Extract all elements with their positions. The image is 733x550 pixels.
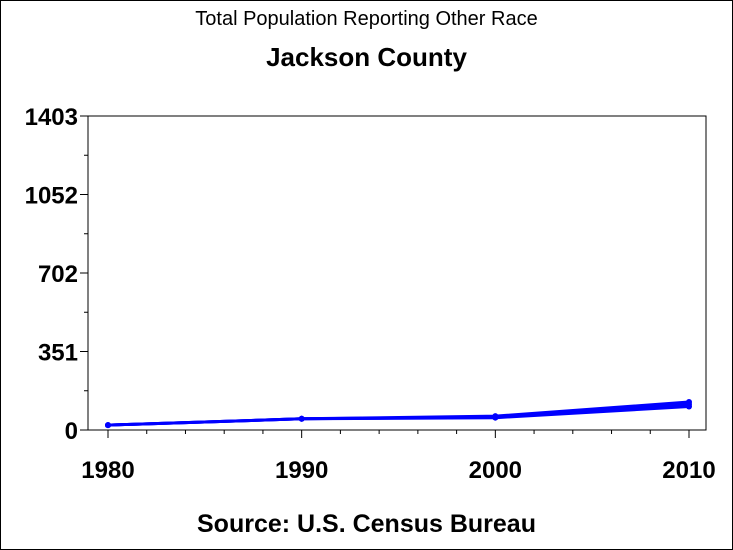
- y-axis: 0 351 702 1052 1403: [25, 104, 88, 445]
- plot-area: [87, 115, 707, 431]
- x-tick-label: 2010: [662, 457, 715, 484]
- data-point: [298, 415, 305, 422]
- series-layer: [105, 399, 692, 429]
- y-tick-label: 1403: [25, 104, 78, 131]
- y-tick-label: 0: [65, 418, 78, 445]
- y-tick-label: 702: [38, 261, 78, 288]
- data-point: [105, 422, 111, 429]
- x-axis: 1980 1990 2000 2010: [81, 430, 716, 484]
- x-tick-label: 1990: [275, 457, 328, 484]
- x-tick-label: 2000: [469, 457, 522, 484]
- data-point: [686, 403, 692, 410]
- data-point: [492, 414, 499, 421]
- series-line: [107, 405, 690, 427]
- y-tick-label: 351: [38, 340, 78, 367]
- source-note: Source: U.S. Census Bureau: [197, 510, 536, 538]
- chart-title: Total Population Reporting Other Race: [195, 8, 538, 30]
- x-tick-label: 1980: [81, 457, 134, 484]
- y-tick-label: 1052: [25, 183, 78, 210]
- chart-subtitle: Jackson County: [266, 42, 467, 72]
